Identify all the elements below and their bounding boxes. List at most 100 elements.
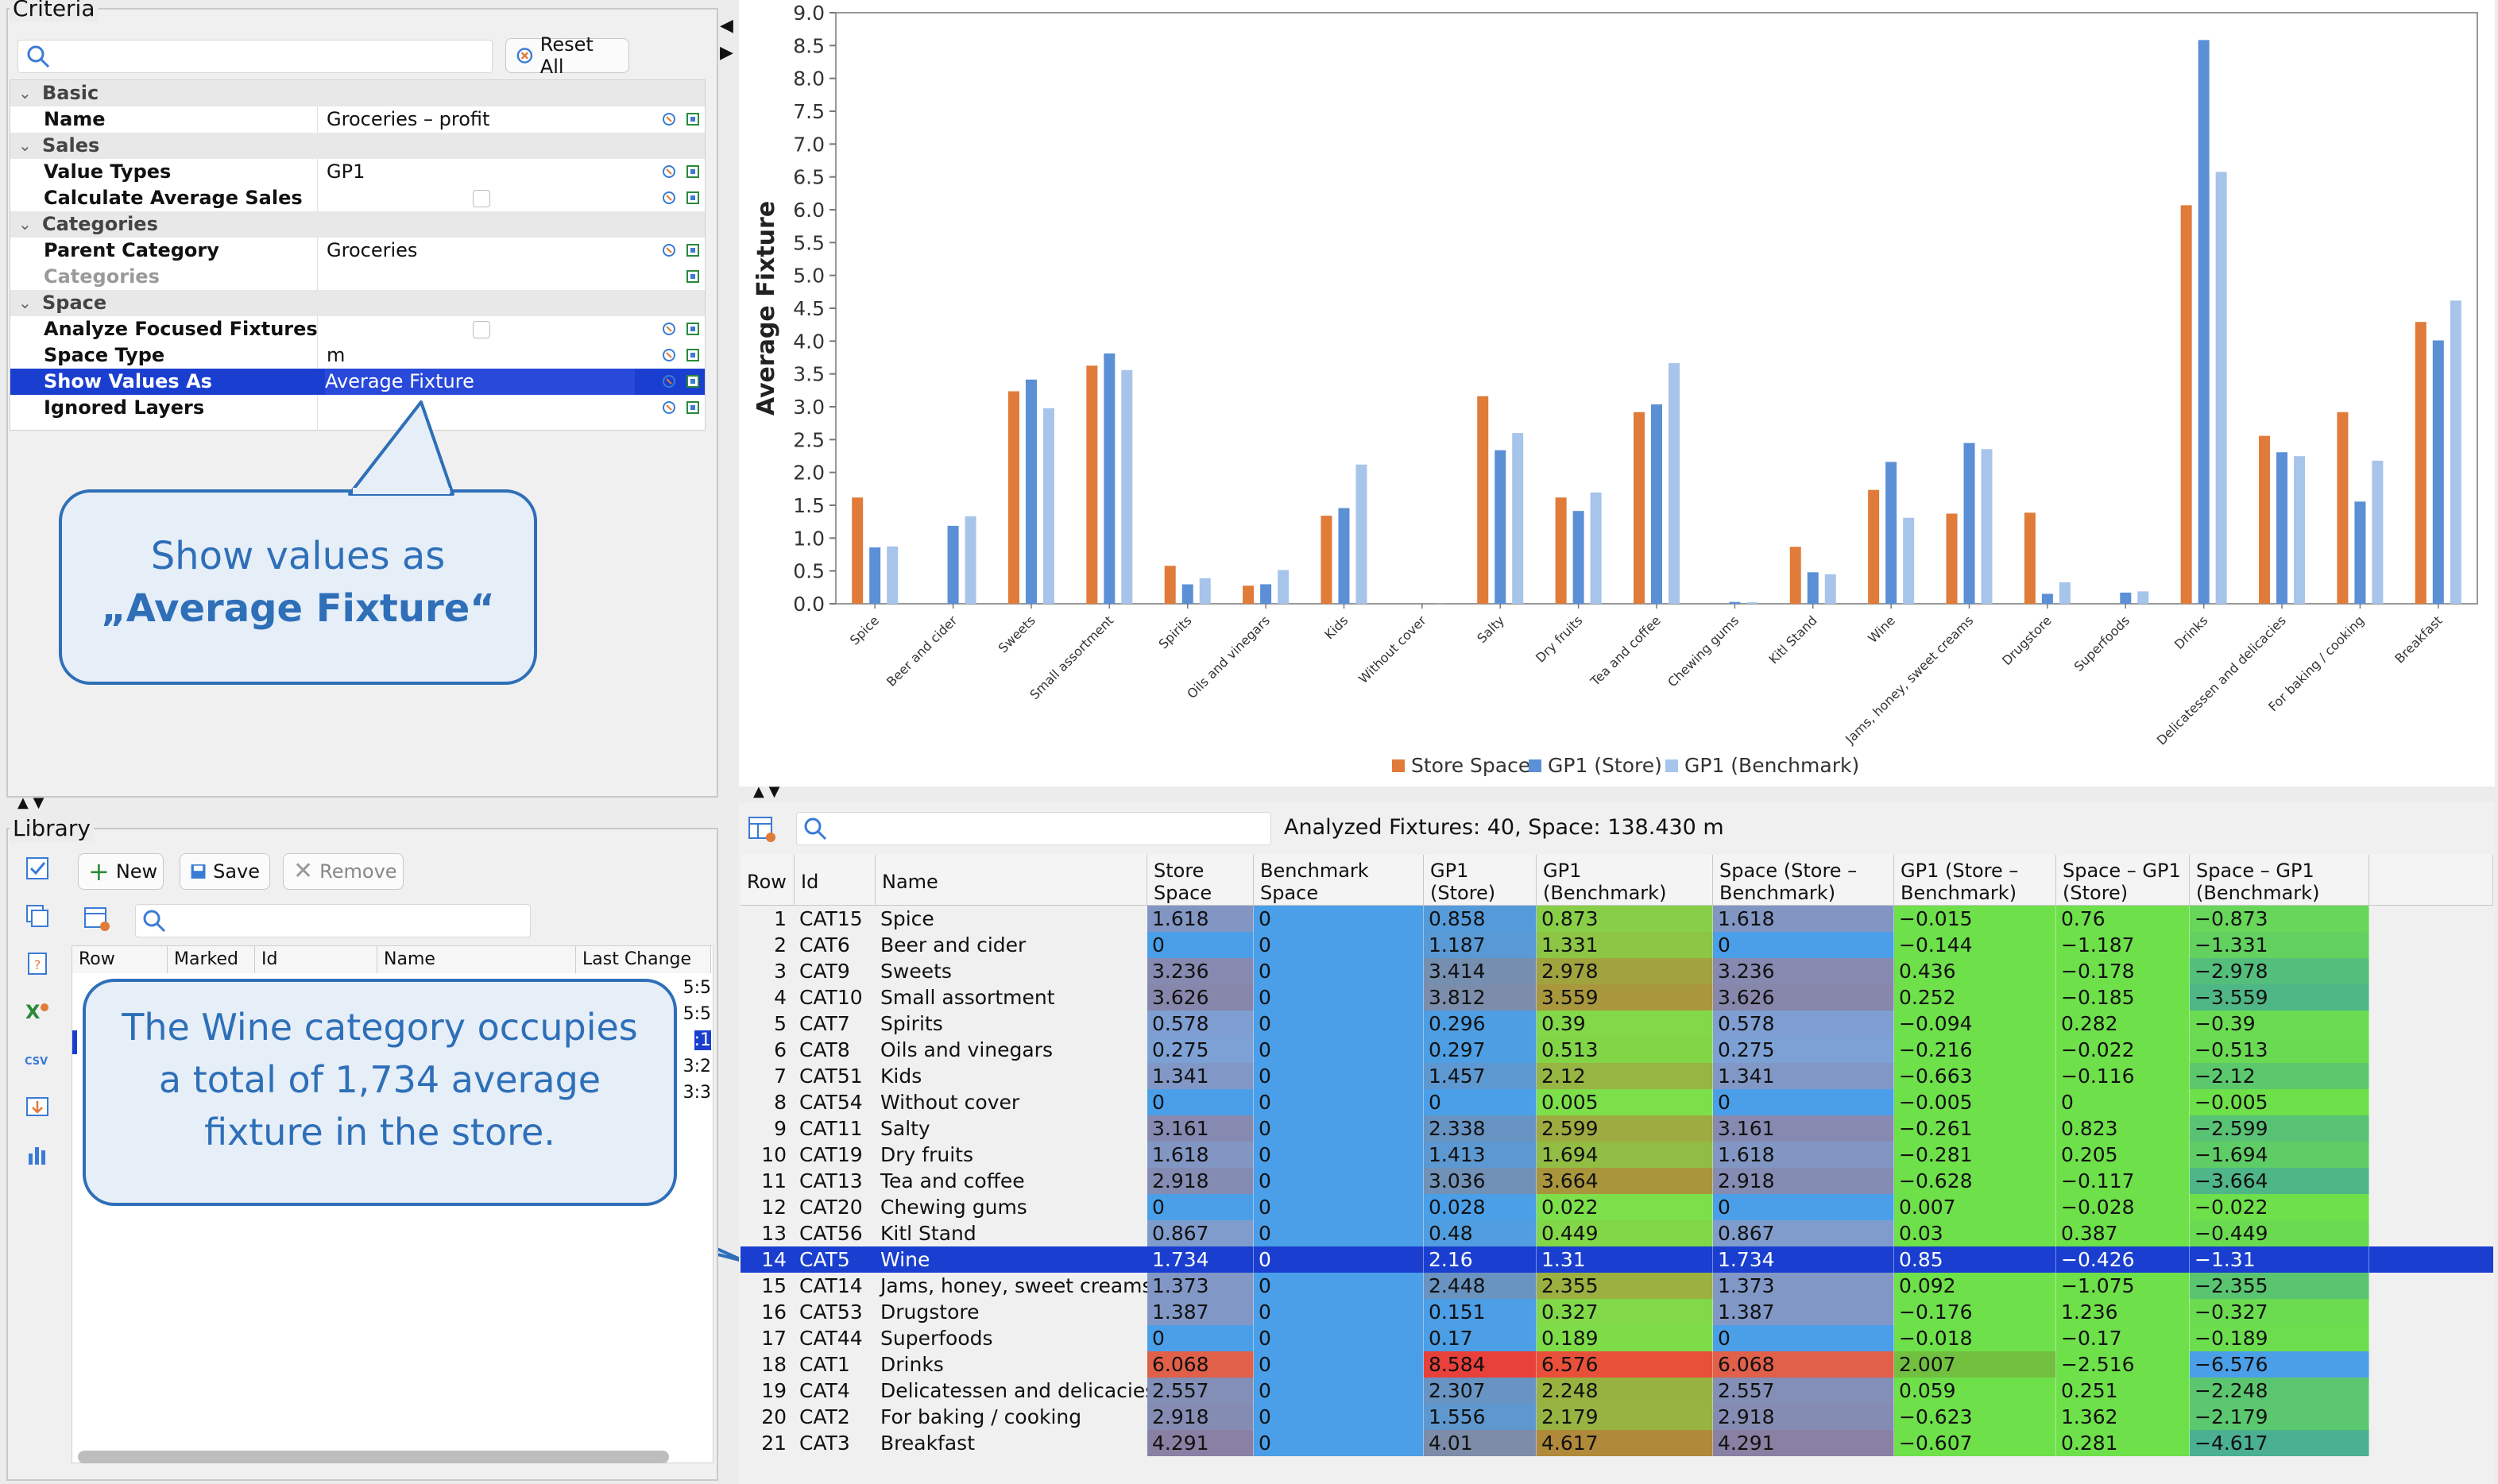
table-cell[interactable]: −2.978 bbox=[2190, 958, 2369, 984]
table-cell[interactable]: 2.448 bbox=[1424, 1273, 1537, 1299]
library-cell[interactable]: 3:3 bbox=[683, 1083, 711, 1103]
bar-gp1-store[interactable] bbox=[2432, 340, 2444, 604]
library-cell[interactable]: :1 bbox=[694, 1030, 711, 1050]
table-cell[interactable]: 2.978 bbox=[1537, 958, 1713, 984]
bar-store-space[interactable] bbox=[2024, 512, 2036, 604]
table-cell[interactable]: 1.387 bbox=[1147, 1299, 1254, 1325]
table-cell[interactable]: 0 bbox=[1254, 1273, 1424, 1299]
bar-gp1-benchmark[interactable] bbox=[1981, 449, 1993, 604]
bar-gp1-store[interactable] bbox=[2276, 452, 2288, 604]
bar-gp1-store[interactable] bbox=[1025, 379, 1037, 604]
table-column-header[interactable]: GP1 (Store) bbox=[1424, 855, 1537, 906]
criteria-section[interactable]: ⌄ Space bbox=[10, 290, 705, 316]
library-new-button[interactable]: + New bbox=[78, 853, 164, 890]
bar-gp1-benchmark[interactable] bbox=[1669, 363, 1680, 604]
bar-store-space[interactable] bbox=[852, 497, 864, 604]
table-column-header[interactable]: Space (Store – Benchmark) bbox=[1713, 855, 1894, 906]
table-cell[interactable]: −0.281 bbox=[1894, 1142, 2056, 1168]
table-cell[interactable]: 7 bbox=[774, 1065, 787, 1088]
table-cell[interactable]: 1.413 bbox=[1424, 1142, 1537, 1168]
bar-gp1-store[interactable] bbox=[1807, 572, 1819, 604]
table-cell[interactable]: Spirits bbox=[880, 1012, 943, 1035]
table-cell[interactable]: 2 bbox=[774, 933, 787, 956]
table-cell[interactable]: 0 bbox=[1254, 1037, 1424, 1063]
bar-store-space[interactable] bbox=[1789, 547, 1801, 604]
split-arrows-left[interactable]: ▲ ▼ bbox=[17, 794, 44, 811]
table-cell[interactable]: −0.17 bbox=[2056, 1325, 2190, 1351]
table-cell[interactable]: 1.236 bbox=[2056, 1299, 2190, 1325]
table-cell[interactable]: CAT19 bbox=[799, 1143, 863, 1166]
reset-value-icon[interactable] bbox=[662, 322, 676, 336]
table-cell[interactable]: 4.291 bbox=[1147, 1430, 1254, 1456]
edit-value-icon[interactable] bbox=[686, 191, 700, 205]
table-cell[interactable]: 0.03 bbox=[1894, 1220, 2056, 1246]
table-cell[interactable]: 0 bbox=[1713, 1089, 1894, 1115]
table-cell[interactable]: 3.161 bbox=[1713, 1115, 1894, 1142]
table-cell[interactable]: 0 bbox=[1147, 1194, 1254, 1220]
table-cell[interactable]: 0 bbox=[1254, 1378, 1424, 1404]
table-cell[interactable]: 1.362 bbox=[2056, 1404, 2190, 1430]
bar-store-space[interactable] bbox=[2180, 205, 2192, 604]
table-cell[interactable]: 21 bbox=[761, 1432, 787, 1455]
table-cell[interactable]: CAT20 bbox=[799, 1196, 863, 1219]
table-cell[interactable]: −0.216 bbox=[1894, 1037, 2056, 1063]
table-cell[interactable]: −0.116 bbox=[2056, 1063, 2190, 1089]
table-cell[interactable]: 0.281 bbox=[2056, 1430, 2190, 1456]
reset-value-icon[interactable] bbox=[662, 374, 676, 388]
table-cell[interactable]: 0.282 bbox=[2056, 1011, 2190, 1037]
table-settings-icon[interactable] bbox=[747, 813, 777, 844]
criteria-section[interactable]: ⌄ Sales bbox=[10, 133, 705, 159]
table-cell[interactable]: −0.873 bbox=[2190, 906, 2369, 932]
table-cell[interactable]: 1.341 bbox=[1713, 1063, 1894, 1089]
table-cell[interactable]: −0.094 bbox=[1894, 1011, 2056, 1037]
table-cell[interactable]: 0.513 bbox=[1537, 1037, 1713, 1063]
bar-gp1-benchmark[interactable] bbox=[1199, 578, 1211, 604]
table-column-header[interactable]: Store Space bbox=[1147, 855, 1254, 906]
table-cell[interactable]: 11 bbox=[761, 1169, 787, 1192]
table-cell[interactable]: 1.694 bbox=[1537, 1142, 1713, 1168]
table-cell[interactable]: CAT11 bbox=[799, 1117, 863, 1140]
table-row[interactable]: 6 CAT8 Oils and vinegars 0.275 0 0.297 0.513 0.… bbox=[741, 1037, 2493, 1063]
table-cell[interactable]: 6.576 bbox=[1537, 1351, 1713, 1378]
table-cell[interactable]: 2.918 bbox=[1147, 1404, 1254, 1430]
split-arrows-right[interactable]: ▲ ▼ bbox=[753, 783, 780, 800]
bar-gp1-benchmark[interactable] bbox=[1903, 517, 1915, 604]
table-cell[interactable]: −0.028 bbox=[2056, 1194, 2190, 1220]
table-cell[interactable]: 2.599 bbox=[1537, 1115, 1713, 1142]
table-cell[interactable]: −0.015 bbox=[1894, 906, 2056, 932]
table-cell[interactable]: −0.623 bbox=[1894, 1404, 2056, 1430]
chevron-down-icon[interactable]: ⌄ bbox=[18, 214, 32, 234]
table-cell[interactable]: 0 bbox=[1254, 932, 1424, 958]
bar-gp1-store[interactable] bbox=[1338, 508, 1350, 604]
table-cell[interactable]: −1.187 bbox=[2056, 932, 2190, 958]
table-cell[interactable]: −2.599 bbox=[2190, 1115, 2369, 1142]
table-row[interactable]: 5 CAT7 Spirits 0.578 0 0.296 0.39 0.578 −0.094 0.… bbox=[741, 1011, 2493, 1037]
table-cell[interactable]: 0.48 bbox=[1424, 1220, 1537, 1246]
table-cell[interactable]: 0 bbox=[1713, 1194, 1894, 1220]
bar-store-space[interactable] bbox=[1946, 513, 1958, 604]
table-cell[interactable]: 2.179 bbox=[1537, 1404, 1713, 1430]
property-value[interactable]: m bbox=[327, 344, 346, 366]
table-cell[interactable]: 0 bbox=[1254, 1194, 1424, 1220]
table-cell[interactable]: −0.117 bbox=[2056, 1168, 2190, 1194]
table-column-header[interactable]: Space – GP1 (Benchmark) bbox=[2190, 855, 2369, 906]
table-cell[interactable]: 19 bbox=[761, 1379, 787, 1402]
criteria-property-row[interactable]: Show Values As Average Fixture bbox=[10, 369, 705, 395]
table-cell[interactable]: 3.036 bbox=[1424, 1168, 1537, 1194]
table-cell[interactable]: For baking / cooking bbox=[880, 1405, 1082, 1428]
library-horizontal-scrollbar[interactable] bbox=[78, 1451, 669, 1463]
table-row[interactable]: 4 CAT10 Small assortment 3.626 0 3.812 3.559 3.… bbox=[741, 984, 2493, 1011]
table-cell[interactable]: Superfoods bbox=[880, 1327, 993, 1350]
table-cell[interactable]: 0 bbox=[1254, 1115, 1424, 1142]
table-cell[interactable]: Small assortment bbox=[880, 986, 1055, 1009]
copy-icon[interactable] bbox=[24, 902, 51, 929]
collapse-left-arrows[interactable]: ◀ ▶ bbox=[720, 16, 733, 63]
table-cell[interactable]: 0.297 bbox=[1424, 1037, 1537, 1063]
table-cell[interactable]: 0 bbox=[1713, 932, 1894, 958]
library-column-header[interactable]: Row bbox=[72, 946, 168, 973]
table-cell[interactable]: CAT53 bbox=[799, 1300, 863, 1324]
table-cell[interactable]: CAT54 bbox=[799, 1091, 863, 1114]
reset-value-icon[interactable] bbox=[662, 191, 676, 205]
edit-value-icon[interactable] bbox=[686, 269, 700, 284]
table-cell[interactable]: 3.626 bbox=[1147, 984, 1254, 1011]
